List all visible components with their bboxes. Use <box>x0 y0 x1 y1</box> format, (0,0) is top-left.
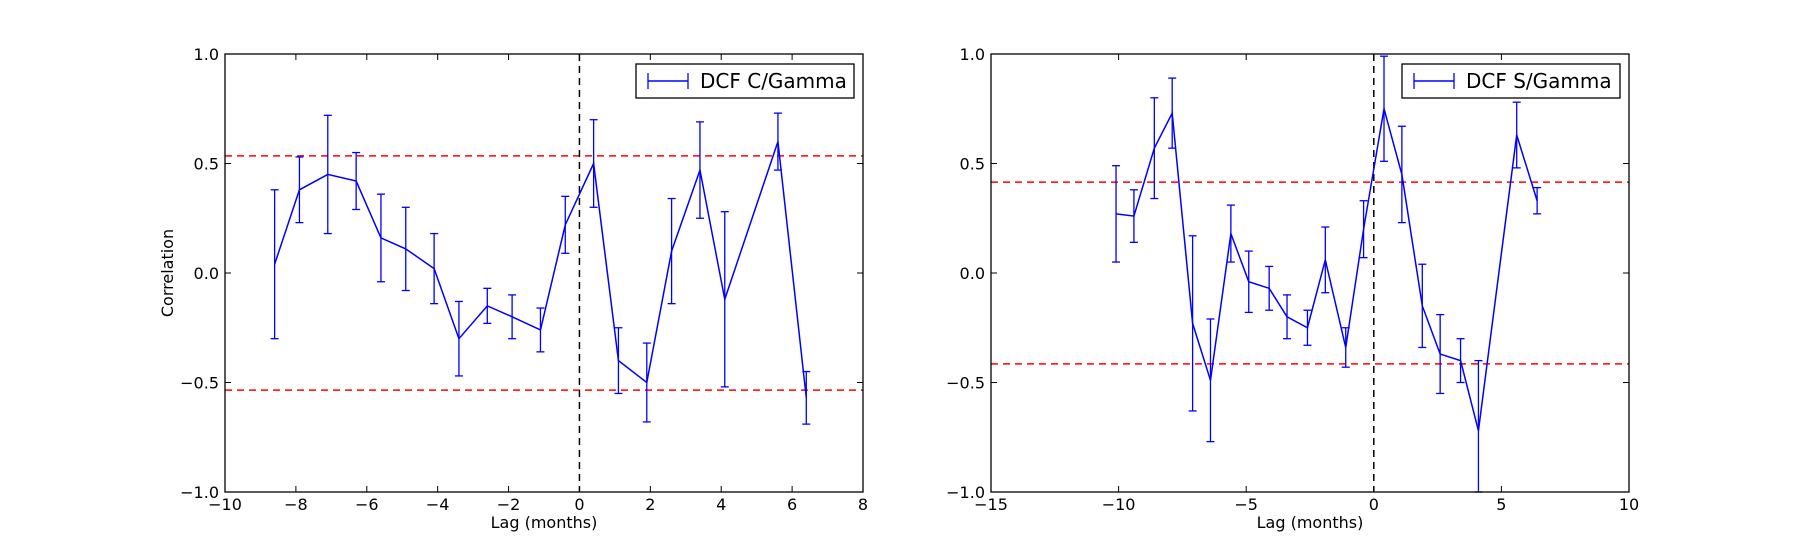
error-bar <box>1380 55 1389 162</box>
x-tick-label: −2 <box>497 495 521 514</box>
x-tick-label: 8 <box>858 495 868 514</box>
y-tick-label: 1.0 <box>960 45 985 64</box>
error-bar <box>1533 186 1542 215</box>
error-bar <box>642 342 651 423</box>
error-bar <box>1206 318 1215 443</box>
error-bar <box>483 287 492 325</box>
error-bar <box>1226 204 1235 263</box>
error-bar <box>1512 101 1521 169</box>
error-bar <box>1321 226 1330 294</box>
y-tick-label: 1.0 <box>194 45 219 64</box>
error-bar <box>454 300 463 377</box>
y-tick-label: 0.0 <box>194 264 219 283</box>
error-bar <box>1341 327 1350 368</box>
x-tick-label: 4 <box>716 495 726 514</box>
error-bar <box>1303 309 1312 346</box>
x-axis-label: Lag (months) <box>491 513 598 532</box>
x-tick-label: 5 <box>1496 495 1506 514</box>
error-bar <box>376 193 385 283</box>
error-bar <box>720 211 729 388</box>
error-bar <box>1418 263 1427 349</box>
x-tick-label: −8 <box>284 495 308 514</box>
legend: DCF C/Gamma <box>635 63 855 99</box>
chart-left: −10 −8 −6 −4 −2 0 2 4 6 8 −1.0 −0.5 0.0 0.5 1.0 Lag (mo… <box>158 45 868 532</box>
error-bar <box>1359 200 1368 259</box>
x-axis-label: Lag (months) <box>1257 513 1364 532</box>
error-bar <box>1265 265 1274 311</box>
y-tick-label: 0.0 <box>960 264 985 283</box>
x-tick-label: 2 <box>645 495 655 514</box>
error-bar <box>508 294 517 340</box>
error-bar <box>352 151 361 211</box>
error-bar <box>1436 313 1445 395</box>
y-tick-label: −0.5 <box>946 374 985 393</box>
legend-label: DCF S/Gamma <box>1466 69 1612 93</box>
series-line <box>1115 108 1538 431</box>
x-tick-label: 10 <box>1619 495 1639 514</box>
error-bar <box>1150 97 1159 200</box>
chart-right: −15 −10 −5 0 5 10 −1.0 −0.5 0.0 0.5 1.0 Lag (months… <box>946 45 1639 532</box>
error-bar <box>430 232 439 305</box>
error-bar <box>667 197 676 305</box>
series-line <box>273 141 808 398</box>
error-bar <box>1168 77 1177 149</box>
error-bar <box>1397 125 1406 224</box>
error-bar <box>1188 235 1197 412</box>
x-tick-label: 0 <box>574 495 584 514</box>
error-bar <box>802 370 811 425</box>
legend: DCF S/Gamma <box>1401 63 1621 99</box>
error-bar <box>1129 189 1138 243</box>
error-bar <box>401 206 410 292</box>
plot-frame <box>990 53 1630 493</box>
y-tick-label: −1.0 <box>946 483 985 502</box>
x-tick-label: −5 <box>1234 495 1258 514</box>
x-tick-label: −4 <box>426 495 450 514</box>
error-bar <box>561 195 570 254</box>
error-bar <box>1474 359 1483 493</box>
x-tick-label: −6 <box>355 495 379 514</box>
error-bar <box>1244 250 1253 314</box>
error-bar <box>589 119 598 208</box>
y-tick-label: 0.5 <box>194 155 219 174</box>
error-bar <box>270 189 279 340</box>
error-bar <box>536 307 545 353</box>
x-tick-label: −10 <box>1102 495 1136 514</box>
error-bar <box>773 112 782 171</box>
x-tick-label: −15 <box>974 495 1008 514</box>
legend-label: DCF C/Gamma <box>700 69 847 93</box>
y-tick-label: −0.5 <box>180 374 219 393</box>
error-bar <box>614 327 623 395</box>
error-bar <box>1283 294 1292 340</box>
y-axis-label: Correlation <box>158 229 177 317</box>
y-tick-label: −1.0 <box>180 483 219 502</box>
error-bar <box>1112 165 1121 263</box>
error-bar <box>695 121 704 219</box>
error-bar <box>1456 338 1465 384</box>
error-bar <box>295 156 304 224</box>
plot-frame <box>224 53 864 493</box>
y-tick-label: 0.5 <box>960 155 985 174</box>
x-tick-label: 6 <box>787 495 797 514</box>
error-bar <box>323 114 332 235</box>
x-tick-label: −10 <box>208 495 242 514</box>
x-tick-label: 0 <box>1369 495 1379 514</box>
